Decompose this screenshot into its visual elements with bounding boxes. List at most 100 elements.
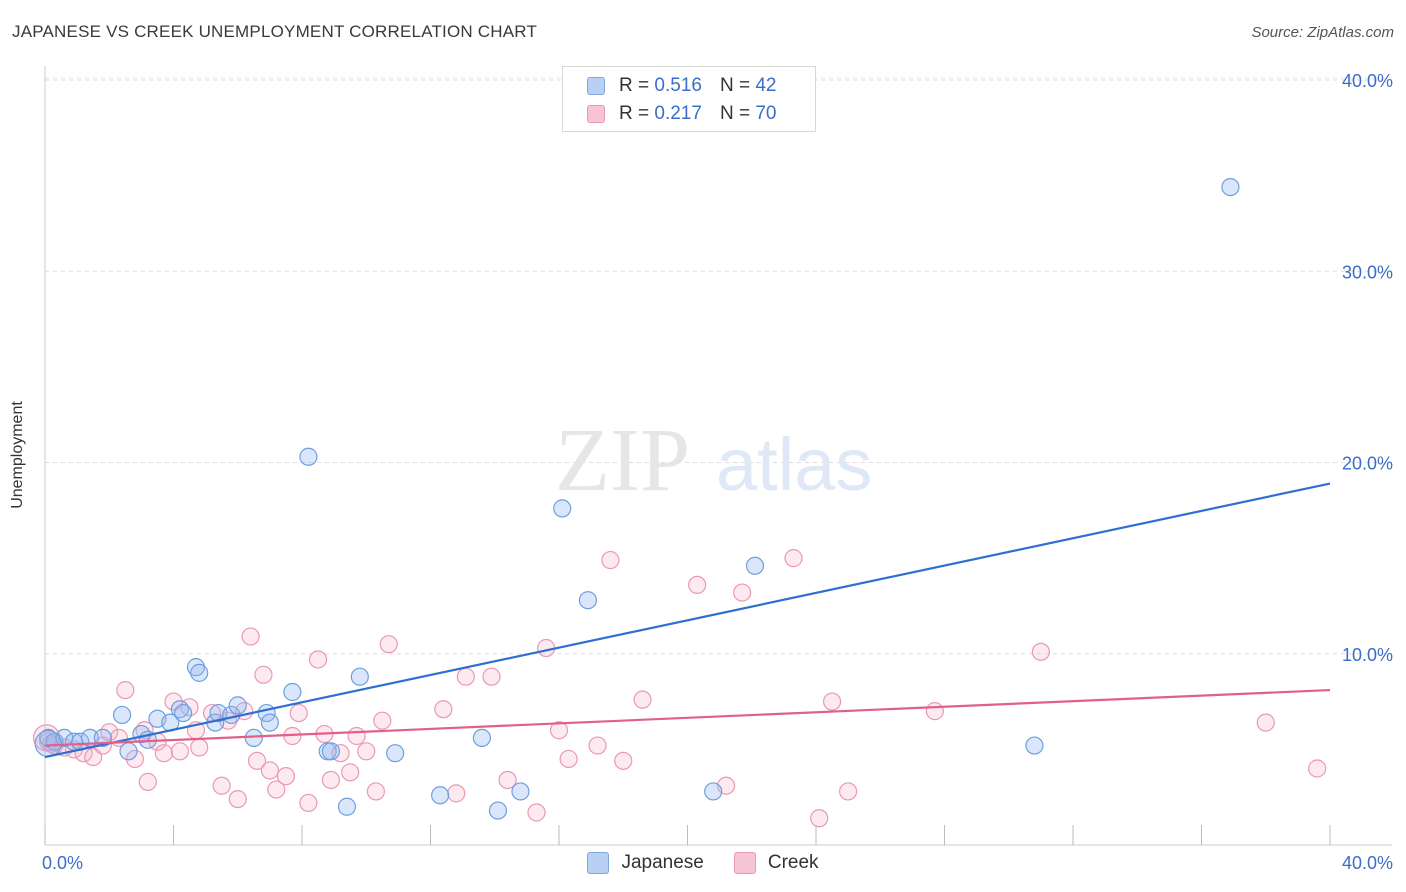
- legend-item-creek: Creek: [733, 852, 819, 874]
- creek-point: [482, 667, 501, 686]
- japanese-swatch: [587, 77, 605, 95]
- japanese-point: [119, 742, 138, 761]
- creek-point: [810, 809, 829, 828]
- creek-point: [784, 549, 803, 568]
- creek-point: [1031, 642, 1050, 661]
- watermark-atlas: atlas: [716, 423, 872, 506]
- y-tick-label: 20.0%: [1342, 454, 1393, 474]
- creek-point: [254, 665, 273, 684]
- creek-point: [299, 793, 318, 813]
- y-tick-label: 40.0%: [1342, 71, 1393, 91]
- source-label: Source: ZipAtlas.com: [1251, 24, 1394, 41]
- creek-point: [614, 751, 633, 770]
- creek-point: [559, 749, 578, 769]
- x-tick-label-min: 0.0%: [42, 853, 83, 873]
- creek-point: [434, 700, 453, 719]
- axes: [44, 66, 1392, 846]
- japanese-n-value: 42: [755, 75, 777, 96]
- y-tick-label: 30.0%: [1342, 262, 1393, 282]
- japanese-point: [283, 682, 302, 702]
- creek-point: [289, 703, 308, 723]
- creek-point: [366, 782, 385, 801]
- japanese-trend-line: [44, 482, 1331, 759]
- chart-title: JAPANESE VS CREEK UNEMPLOYMENT CORRELATI…: [12, 22, 538, 41]
- japanese-point: [186, 658, 206, 677]
- japanese-point: [190, 663, 209, 682]
- creek-point: [267, 780, 286, 799]
- japanese-point: [511, 782, 530, 801]
- legend-row-creek: R = 0.217 N = 70: [587, 101, 776, 127]
- japanese-point: [745, 556, 765, 575]
- creek-r-value: 0.217: [654, 103, 702, 124]
- creek-point: [347, 726, 366, 746]
- creek-point: [527, 803, 546, 822]
- creek-point: [688, 575, 707, 595]
- creek-point: [633, 690, 652, 709]
- japanese-point: [299, 447, 318, 466]
- creek-swatch: [587, 105, 605, 123]
- creek-point: [549, 721, 569, 740]
- creek-point: [925, 702, 944, 721]
- creek-point: [588, 736, 607, 755]
- japanese-point: [386, 744, 405, 763]
- creek-point: [154, 744, 173, 763]
- stats-legend: R = 0.516 N = 42 R = 0.217 N = 70: [562, 66, 816, 132]
- japanese-point: [321, 742, 341, 761]
- creek-point: [276, 767, 296, 786]
- creek-point: [247, 751, 267, 770]
- japanese-point: [350, 667, 369, 686]
- creek-point: [379, 635, 398, 654]
- creek-point: [138, 772, 157, 791]
- creek-point: [498, 770, 517, 790]
- japanese-point: [431, 786, 450, 805]
- creek-point: [822, 692, 842, 711]
- japanese-r-label: R =: [619, 75, 650, 96]
- x-tick-label-max: 40.0%: [1342, 853, 1393, 873]
- japanese-point: [488, 801, 508, 820]
- japanese-point: [704, 782, 723, 801]
- japanese-r-value: 0.516: [654, 75, 702, 96]
- creek-point: [260, 761, 279, 780]
- creek-point: [308, 650, 328, 669]
- creek-point: [839, 782, 858, 801]
- legend-row-japanese: R = 0.516 N = 42: [587, 73, 776, 99]
- japanese-legend-swatch: [587, 852, 610, 874]
- creek-trend-line: [44, 688, 1331, 747]
- japanese-point: [553, 499, 572, 518]
- japanese-point: [337, 797, 357, 816]
- creek-point: [321, 770, 341, 790]
- creek-legend-label: Creek: [767, 852, 819, 873]
- creek-point: [733, 583, 752, 602]
- legend-item-japanese: Japanese: [587, 852, 704, 874]
- creek-point: [212, 776, 231, 795]
- creek-point: [357, 742, 376, 761]
- japanese-point: [472, 728, 491, 748]
- tick-labels: 10.0% 20.0% 30.0% 40.0% 0.0% 40.0%: [42, 71, 1393, 873]
- japanese-point: [1025, 736, 1044, 755]
- creek-point: [190, 738, 209, 757]
- creek-n-label: N =: [719, 103, 751, 124]
- japanese-point: [244, 728, 263, 748]
- trend-lines: [44, 482, 1331, 759]
- creek-point: [116, 680, 135, 700]
- creek-r-label: R =: [619, 103, 650, 124]
- creek-point: [1256, 713, 1275, 732]
- creek-legend-swatch: [733, 852, 756, 874]
- creek-point: [170, 742, 190, 761]
- creek-point: [601, 550, 620, 570]
- japanese-n-label: N =: [719, 75, 751, 96]
- creek-point: [456, 667, 475, 686]
- creek-point: [447, 784, 466, 803]
- creek-point: [228, 789, 247, 809]
- watermark-zip: ZIP: [555, 411, 690, 510]
- creek-point: [1308, 759, 1327, 778]
- japanese-point: [34, 730, 62, 758]
- japanese-point: [578, 591, 598, 610]
- grid-lines: [45, 77, 1392, 655]
- japanese-point: [112, 705, 132, 725]
- japanese-point: [260, 713, 279, 732]
- japanese-point: [1221, 178, 1240, 197]
- japanese-legend-label: Japanese: [621, 852, 704, 873]
- y-tick-label: 10.0%: [1342, 645, 1393, 665]
